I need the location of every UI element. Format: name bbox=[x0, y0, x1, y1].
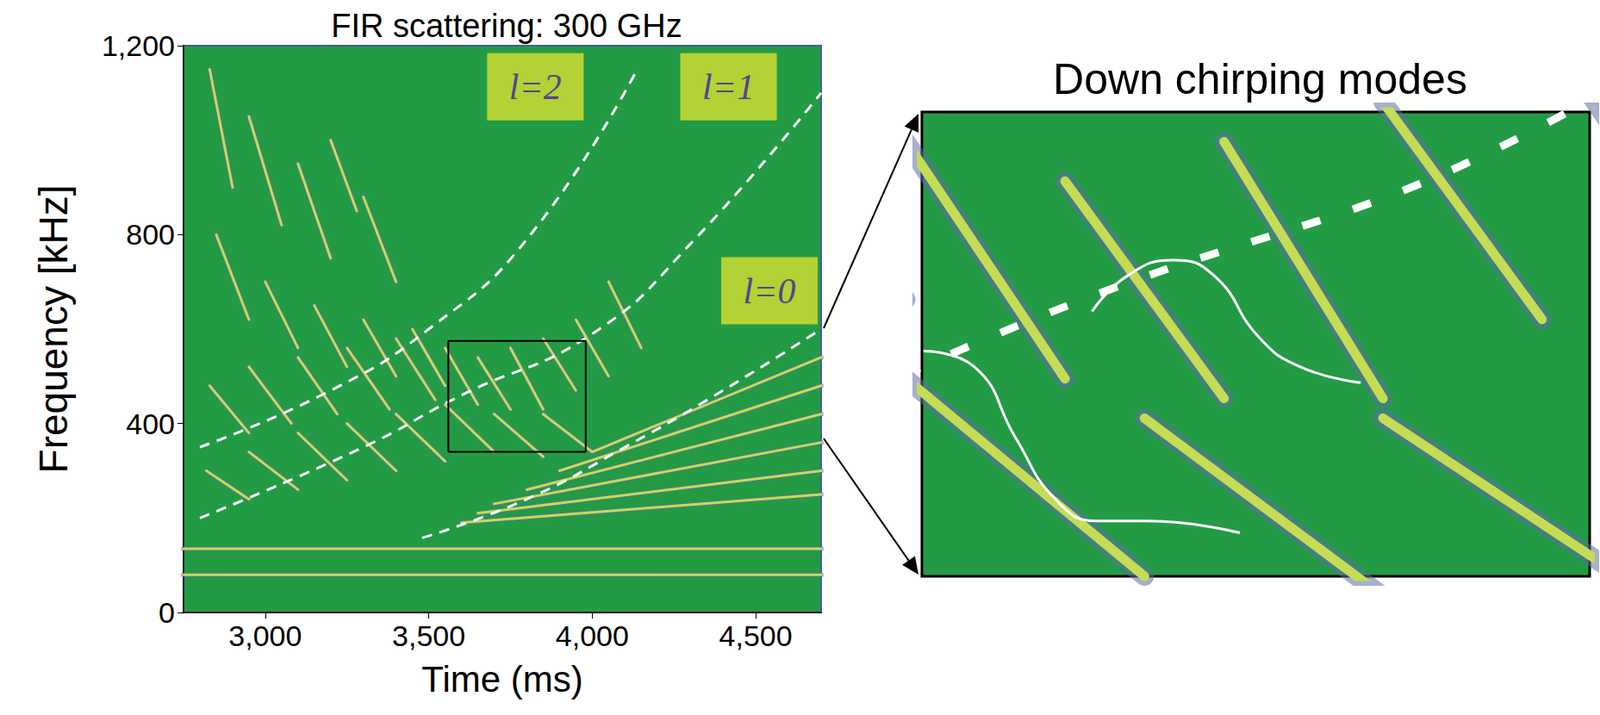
svg-text:3,500: 3,500 bbox=[392, 619, 466, 653]
svg-text:4,000: 4,000 bbox=[555, 619, 629, 653]
svg-text:Down chirping modes: Down chirping modes bbox=[1052, 55, 1468, 104]
svg-text:FIR scattering: 300 GHz: FIR scattering: 300 GHz bbox=[330, 7, 683, 44]
svg-text:0: 0 bbox=[158, 596, 175, 629]
svg-text:4,500: 4,500 bbox=[719, 619, 793, 653]
svg-text:800: 800 bbox=[125, 217, 175, 251]
svg-text:l=1: l=1 bbox=[702, 67, 755, 107]
svg-text:400: 400 bbox=[125, 407, 175, 441]
svg-text:1,200: 1,200 bbox=[101, 29, 175, 63]
svg-text:l=0: l=0 bbox=[743, 271, 797, 312]
svg-text:Frequency [kHz]: Frequency [kHz] bbox=[31, 185, 76, 474]
svg-text:Time (ms): Time (ms) bbox=[421, 659, 583, 700]
svg-text:3,000: 3,000 bbox=[228, 619, 302, 653]
svg-text:l=2: l=2 bbox=[509, 67, 562, 107]
